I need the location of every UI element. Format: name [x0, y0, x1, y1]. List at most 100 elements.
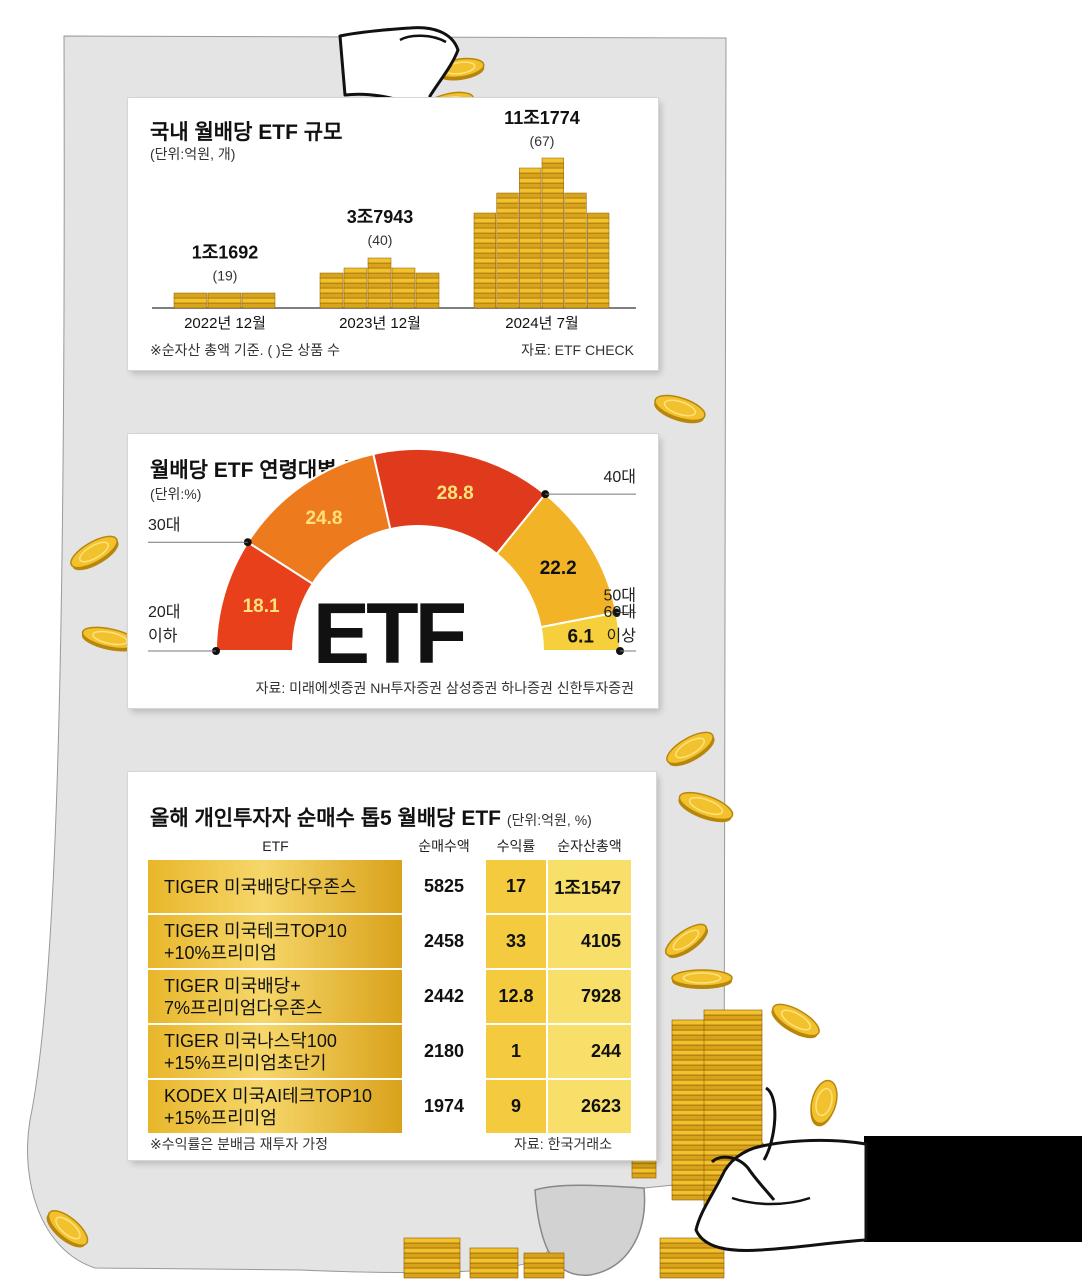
bar-coin: [391, 302, 416, 309]
bar-coin: [541, 302, 564, 309]
etf-name-line1: TIGER 미국나스닥100: [164, 1030, 337, 1051]
coin-face: [678, 791, 734, 821]
bar-coin: [519, 212, 542, 219]
coin-layer-strip: [659, 1252, 725, 1259]
bar-coin: [541, 257, 564, 264]
bar-coin: [319, 282, 344, 289]
coin-layer-strip: [703, 1064, 763, 1071]
bar-coin: [564, 192, 587, 199]
coin-layer-strip: [703, 1009, 763, 1016]
coin-layer-strip: [659, 1267, 725, 1274]
aum-cell: 7928: [547, 969, 633, 1025]
bar-coin: [587, 257, 610, 264]
bar-coin: [473, 272, 496, 279]
col-etf: ETF: [262, 838, 289, 854]
bar-coin: [415, 292, 440, 299]
coin-layer-strip: [703, 1119, 763, 1126]
table-title-text: 올해 개인투자자 순매수 톱5 월배당 ETF: [150, 807, 501, 830]
col-aum: 순자산총액: [557, 838, 622, 854]
bar-coin: [319, 292, 344, 299]
coin-layer-strip: [469, 1262, 519, 1269]
slice-value-label: 28.8: [437, 483, 474, 504]
bar-coin: [519, 222, 542, 229]
bar-coin: [541, 222, 564, 229]
bar-coin: [564, 287, 587, 294]
bar-coin: [519, 302, 542, 309]
etf-name-line1: KODEX 미국AI테크TOP10: [164, 1085, 372, 1106]
aum-cell: 244: [547, 1024, 633, 1080]
bar-count-label: (40): [368, 232, 393, 248]
bar-coin: [587, 262, 610, 269]
coin-layer-strip: [703, 1089, 763, 1096]
bar-coin: [241, 297, 276, 304]
bar-coin: [319, 272, 344, 279]
bar-coin: [564, 247, 587, 254]
coin-icon: [664, 923, 709, 959]
coin-layer-strip: [703, 1084, 763, 1091]
bar-coin: [541, 197, 564, 204]
bar-coin: [519, 167, 542, 174]
coin-face: [671, 969, 733, 987]
etf-name-cell: TIGER 미국나스닥100 +15%프리미엄초단기: [148, 1024, 404, 1080]
table-row: KODEX 미국AI테크TOP10 +15%프리미엄 1974 9 2623: [148, 1079, 633, 1135]
net-buy-cell: 2442: [403, 969, 486, 1025]
bar-coin: [564, 227, 587, 234]
bar-coin: [541, 282, 564, 289]
coin-layer-strip: [703, 1054, 763, 1061]
bar-coin: [564, 242, 587, 249]
coin-layer-strip: [703, 1099, 763, 1106]
bar-coin: [587, 277, 610, 284]
bar-coin: [473, 247, 496, 254]
bar-coin: [241, 302, 276, 309]
bar-coin: [367, 257, 392, 264]
bar-coin: [319, 277, 344, 284]
net-buy-cell: 5825: [403, 860, 486, 915]
bar-coin: [519, 187, 542, 194]
coin-layer-strip: [403, 1267, 461, 1274]
bar-coin: [519, 297, 542, 304]
bar-coin: [519, 282, 542, 289]
bar-coin: [541, 157, 564, 164]
coin-layer-strip: [703, 1129, 763, 1136]
bar-coin: [367, 297, 392, 304]
slice-value-label: 6.1: [568, 626, 595, 647]
category-label: 60대: [603, 603, 636, 621]
donut-slice: [539, 611, 622, 652]
chart2-unit: (단위:%): [150, 486, 202, 502]
bar-coin: [473, 252, 496, 259]
bar: [173, 292, 276, 309]
bar-coin: [343, 272, 368, 279]
bar-coin: [173, 302, 208, 309]
bar-coin: [207, 302, 242, 309]
bar: [473, 157, 610, 309]
coin-face: [772, 1003, 820, 1037]
coin-rim: [674, 737, 706, 759]
bar-coin: [473, 232, 496, 239]
bar-coin: [319, 287, 344, 294]
bar-coin: [391, 277, 416, 284]
coin-layer-strip: [703, 1014, 763, 1021]
bar-coin: [519, 237, 542, 244]
etf-name-line2: 7%프리미엄다우존스: [164, 997, 323, 1018]
coin-layer-strip: [659, 1272, 725, 1279]
coin-rim: [78, 541, 110, 563]
bar-coin: [496, 202, 519, 209]
bar-coin: [541, 292, 564, 299]
bar-coin: [415, 287, 440, 294]
coin-icon: [671, 969, 733, 989]
coin-layer-strip: [659, 1247, 725, 1254]
bar-coin: [415, 297, 440, 304]
bar-coin: [173, 292, 208, 299]
bar-coin: [496, 222, 519, 229]
bar-coin: [496, 302, 519, 309]
bar-coin: [587, 242, 610, 249]
bar-coin: [473, 277, 496, 284]
coin-layer-strip: [469, 1272, 519, 1279]
bar-coin: [343, 282, 368, 289]
slice-value-label: 24.8: [305, 508, 342, 529]
bar-coin: [496, 207, 519, 214]
bar-coin: [496, 212, 519, 219]
bar-coin: [564, 217, 587, 224]
bar-coin: [496, 267, 519, 274]
